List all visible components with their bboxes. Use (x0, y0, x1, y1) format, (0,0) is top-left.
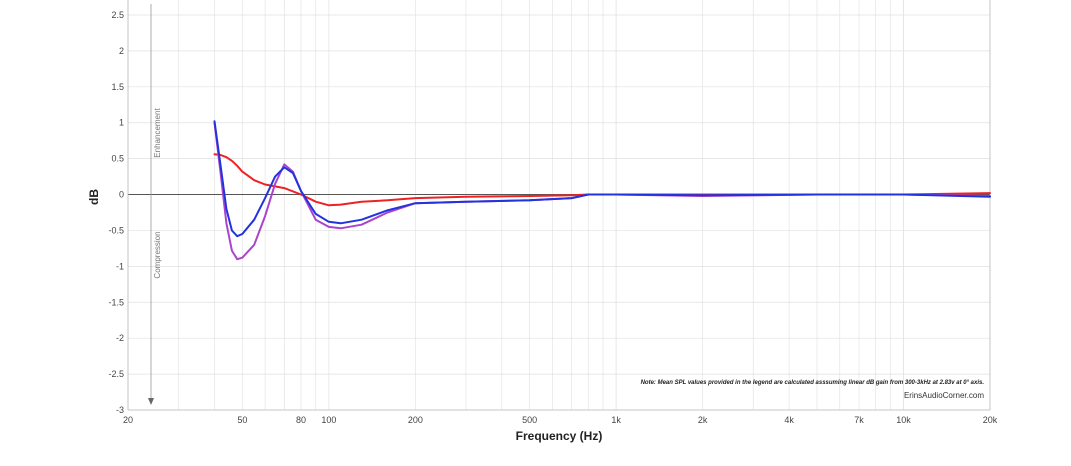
x-tick-label: 200 (408, 415, 423, 425)
x-tick-label: 20 (123, 415, 133, 425)
y-tick-label: -1.5 (108, 297, 124, 307)
y-tick-label: -2.5 (108, 369, 124, 379)
x-tick-label: 100 (321, 415, 336, 425)
y-tick-label: 1 (119, 118, 124, 128)
y-tick-label: 0.5 (111, 154, 124, 164)
compression-label: Compression (153, 231, 162, 278)
y-tick-label: 2 (119, 46, 124, 56)
enhancement-label: Enhancement (153, 108, 162, 158)
x-tick-label: 80 (296, 415, 306, 425)
x-axis-title: Frequency (Hz) (516, 429, 603, 443)
y-tick-label: -3 (116, 405, 124, 415)
y-tick-labels: 2.5 2 1.5 1 0.5 0 -0.5 -1 -1.5 -2 -2.5 -3 (108, 10, 124, 415)
x-tick-label: 500 (522, 415, 537, 425)
x-tick-label: 10k (896, 415, 911, 425)
y-tick-label: 1.5 (111, 82, 124, 92)
series-line-3 (213, 120, 991, 238)
y-tick-label: -1 (116, 261, 124, 271)
x-tick-label: 4k (784, 415, 794, 425)
x-tick-label: 50 (237, 415, 247, 425)
series-line-1 (213, 153, 991, 207)
grid-lines (127, 0, 991, 411)
compression-arrow-head (148, 398, 154, 405)
y-axis-title: dB (87, 189, 101, 205)
y-tick-label: -0.5 (108, 225, 124, 235)
y-tick-label: -2 (116, 333, 124, 343)
chart-credit: ErinsAudioCorner.com (904, 391, 984, 400)
chart-note: Note: Mean SPL values provided in the le… (641, 380, 985, 386)
y-tick-label: 2.5 (111, 10, 124, 20)
x-tick-label: 7k (854, 415, 864, 425)
series-line-2 (213, 121, 991, 261)
y-tick-label: 0 (119, 190, 124, 200)
x-tick-label: 2k (698, 415, 708, 425)
region-annotations: Enhancement Compression (148, 4, 162, 405)
x-tick-label: 1k (611, 415, 621, 425)
x-tick-labels: 20 50 80 100 200 500 1k 2k 4k 7k 10k 20k (123, 415, 998, 425)
series-group (213, 120, 991, 261)
plot-frame (127, 0, 991, 411)
x-tick-label: 20k (983, 415, 998, 425)
